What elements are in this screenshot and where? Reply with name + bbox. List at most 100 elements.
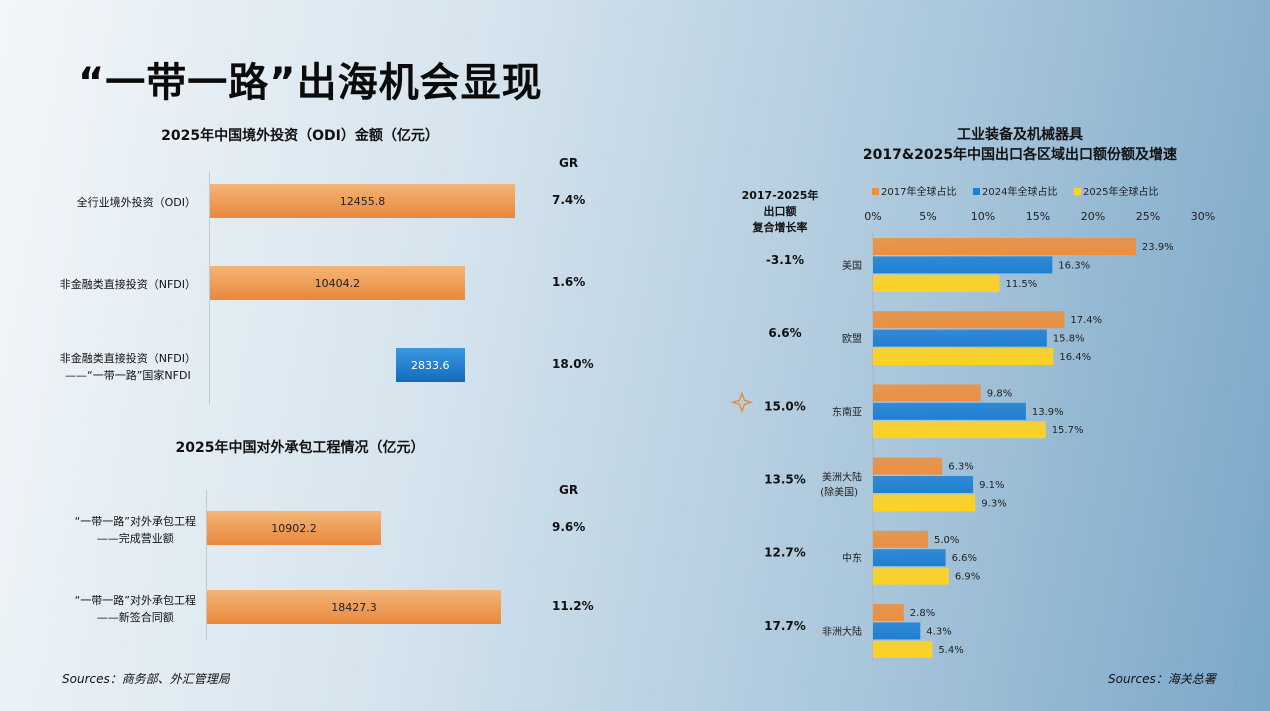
bar-value-label: 9.1% (979, 480, 1004, 491)
bar-value-label: 10404.2 (314, 276, 361, 290)
region-label: 欧盟 (842, 333, 862, 345)
bar-value-label: 6.3% (948, 462, 973, 473)
bar-2025 (873, 494, 976, 512)
bar-value-label: 9.3% (981, 498, 1006, 509)
bar-value-label: 10902.2 (271, 521, 317, 535)
bar-value-label: 6.9% (955, 572, 980, 583)
x-tick-label: 10% (971, 210, 995, 223)
x-tick-label: 0% (864, 210, 881, 223)
right-chart-title-line1: 工业装备及机械器具 (957, 127, 1083, 143)
cagr-value: -3.1% (766, 253, 804, 267)
bar-2025 (873, 640, 933, 658)
category-label-line2: ——新签合同额 (96, 611, 174, 624)
cagr-value: 15.0% (764, 399, 806, 413)
bar-value-label: 5.0% (934, 535, 959, 546)
bar-value-label: 9.8% (987, 388, 1012, 399)
bar-2024 (873, 256, 1053, 274)
bar-2024 (873, 549, 946, 567)
category-label-line2: ——完成营业额 (96, 532, 174, 545)
bar-2017 (873, 457, 943, 475)
right-chart-title-line2: 2017&2025年中国出口各区域出口额份额及增速 (862, 147, 1178, 163)
gr-value: 18.0% (552, 357, 594, 371)
region-label: 东南亚 (832, 405, 862, 418)
legend-swatch (973, 188, 980, 195)
bar-2025 (873, 421, 1046, 439)
bar-value-label: 23.9% (1142, 242, 1174, 253)
bar-2025 (873, 274, 1000, 292)
bar-value-label: 16.3% (1058, 260, 1090, 271)
bar-value-label: 2833.6 (411, 358, 450, 372)
bar-value-label: 5.4% (938, 645, 963, 656)
category-label: 非金融类直接投资（NFDI） ——“一带一路”国家NFDI (60, 350, 196, 384)
gr-value: 9.6% (552, 520, 586, 534)
cagr-value: 12.7% (764, 546, 806, 560)
cagr-header-line3: 复合增长率 (752, 221, 808, 234)
bar: 10404.2 (210, 266, 465, 300)
contract-axis (206, 490, 207, 640)
bar-2017 (873, 384, 981, 402)
gr-value: 1.6% (552, 275, 586, 289)
contract-chart-title: 2025年中国对外承包工程情况（亿元） (175, 440, 425, 456)
bar: 12455.8 (210, 184, 515, 218)
gr-value: 11.2% (552, 599, 594, 613)
bar-2025 (873, 348, 1054, 365)
bar-value-label: 16.4% (1059, 352, 1091, 363)
region-label: 非洲大陆 (822, 625, 862, 638)
legend-label: 2024年全球占比 (982, 185, 1057, 198)
bar: 10902.2 (207, 511, 381, 545)
odi-gr-header: GR (559, 156, 579, 170)
x-tick-label: 30% (1191, 210, 1215, 223)
category-label-line1: 全行业境外投资（ODI） (76, 196, 196, 209)
category-label-line2: ——“一带一路”国家NFDI (65, 369, 191, 382)
cagr-header: 2017-2025年 出口额 复合增长率 (730, 188, 830, 236)
bar-value-label: 15.8% (1053, 334, 1085, 345)
bar-2017 (873, 530, 928, 548)
right-sources: Sources：海关总署 (1108, 672, 1216, 686)
legend-swatch (872, 188, 879, 195)
category-label: “一带一路”对外承包工程 ——新签合同额 (75, 592, 196, 626)
odi-chart-title: 2025年中国境外投资（ODI）金额（亿元） (161, 128, 439, 144)
bar-2024 (873, 476, 974, 493)
cagr-value: 17.7% (764, 619, 806, 633)
category-label-line1: “一带一路”对外承包工程 (74, 594, 196, 607)
category-label: “一带一路”对外承包工程 ——完成营业额 (75, 513, 196, 547)
x-tick-label: 5% (919, 210, 936, 223)
bar-value-label: 18427.3 (331, 600, 377, 614)
bar-value-label: 6.6% (952, 553, 977, 564)
bar: 18427.3 (207, 590, 501, 624)
bar-2024 (873, 329, 1047, 347)
bar-2017 (873, 604, 904, 621)
odi-axis (209, 172, 210, 404)
region-label: 美洲大陆 (822, 471, 862, 484)
legend-label: 2017年全球占比 (881, 185, 956, 198)
x-tick-label: 20% (1081, 210, 1105, 223)
region-label: 中东 (842, 552, 862, 565)
right-chart-title: 工业装备及机械器具 2017&2025年中国出口各区域出口额份额及增速 (820, 125, 1220, 165)
bar-2017 (873, 238, 1136, 255)
legend-swatch (1074, 188, 1081, 195)
category-label: 全行业境外投资（ODI） (77, 194, 196, 211)
contract-gr-header: GR (559, 483, 579, 497)
region-label: 美国 (842, 259, 862, 272)
bar-2017 (873, 311, 1065, 329)
gr-value: 7.4% (552, 193, 586, 207)
bar-value-label: 15.7% (1052, 425, 1084, 436)
bar-2024 (873, 622, 921, 640)
cagr-header-line2: 出口额 (763, 205, 797, 218)
page-title: “一带一路”出海机会显现 (78, 60, 543, 106)
category-label-line1: “一带一路”对外承包工程 (74, 515, 196, 528)
left-sources: Sources：商务部、外汇管理局 (62, 672, 230, 686)
bar-value-label: 13.9% (1032, 407, 1064, 418)
cagr-value: 13.5% (764, 473, 806, 487)
cagr-value: 6.6% (768, 326, 801, 340)
region-label-line2: (除美国) (820, 486, 858, 499)
bar-value-label: 4.3% (926, 626, 951, 637)
bar-value-label: 17.4% (1070, 315, 1102, 326)
x-tick-label: 25% (1136, 210, 1160, 223)
category-label-line1: 非金融类直接投资（NFDI） (59, 352, 196, 365)
bar-value-label: 12455.8 (339, 194, 386, 208)
bar-value-label: 11.5% (1006, 279, 1038, 290)
bar-2024 (873, 402, 1026, 420)
cagr-header-line1: 2017-2025年 (741, 189, 819, 202)
